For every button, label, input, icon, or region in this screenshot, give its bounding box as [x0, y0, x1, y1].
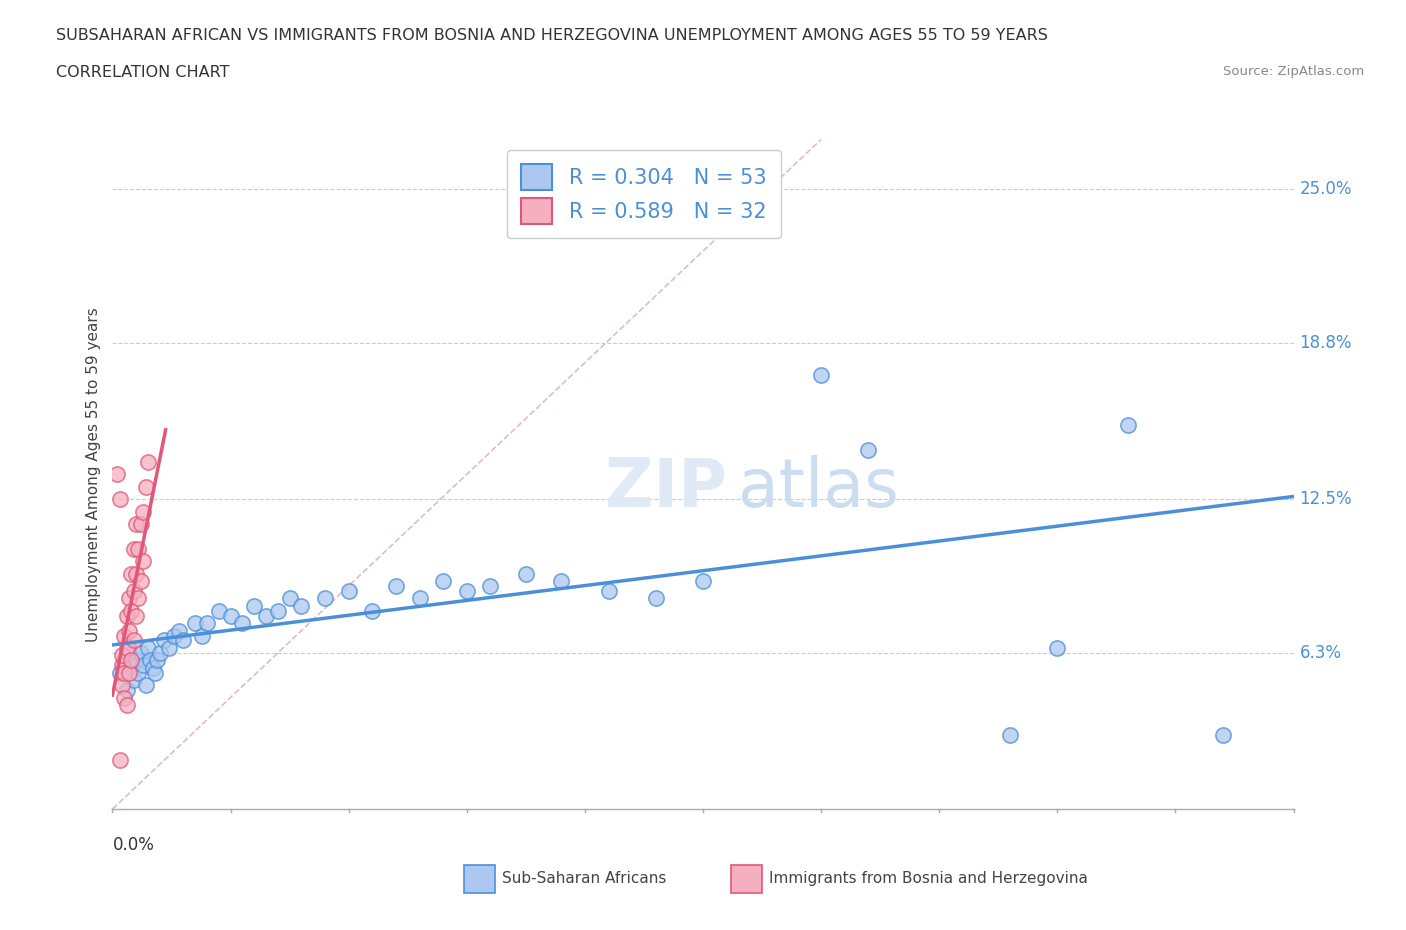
- Point: [127, 665, 149, 680]
- Point: [112, 653, 135, 668]
- Point: [132, 658, 155, 672]
- Point: [118, 641, 141, 656]
- Point: [108, 492, 131, 507]
- Text: 12.5%: 12.5%: [1299, 490, 1353, 508]
- Point: [314, 591, 336, 605]
- Point: [408, 591, 430, 605]
- Text: 18.8%: 18.8%: [1299, 334, 1353, 352]
- Text: Source: ZipAtlas.com: Source: ZipAtlas.com: [1223, 65, 1364, 78]
- Point: [644, 591, 666, 605]
- Point: [598, 583, 620, 598]
- Point: [129, 516, 152, 531]
- Point: [219, 608, 242, 623]
- Text: Immigrants from Bosnia and Herzegovina: Immigrants from Bosnia and Herzegovina: [769, 871, 1088, 886]
- Point: [998, 727, 1021, 742]
- Point: [118, 665, 141, 680]
- Point: [127, 591, 149, 605]
- Point: [135, 678, 157, 693]
- Point: [142, 660, 165, 675]
- Point: [163, 628, 186, 643]
- Point: [1046, 641, 1069, 656]
- Point: [118, 591, 141, 605]
- Point: [132, 553, 155, 568]
- Point: [515, 566, 537, 581]
- Point: [550, 574, 572, 589]
- Legend: R = 0.304   N = 53, R = 0.589   N = 32: R = 0.304 N = 53, R = 0.589 N = 32: [506, 150, 782, 238]
- Point: [858, 442, 880, 457]
- Point: [115, 641, 138, 656]
- Y-axis label: Unemployment Among Ages 55 to 59 years: Unemployment Among Ages 55 to 59 years: [86, 307, 101, 642]
- Point: [112, 628, 135, 643]
- Point: [146, 653, 169, 668]
- Point: [692, 574, 714, 589]
- Point: [432, 574, 454, 589]
- Point: [278, 591, 301, 605]
- Text: Sub-Saharan Africans: Sub-Saharan Africans: [502, 871, 666, 886]
- Point: [172, 633, 194, 648]
- Point: [115, 683, 138, 698]
- Point: [129, 574, 152, 589]
- Point: [132, 504, 155, 519]
- Point: [810, 367, 832, 382]
- Point: [122, 541, 145, 556]
- Point: [740, 211, 762, 226]
- Point: [153, 633, 176, 648]
- Point: [243, 598, 266, 613]
- Point: [115, 608, 138, 623]
- Point: [122, 583, 145, 598]
- Point: [125, 653, 148, 668]
- Text: ZIP: ZIP: [605, 455, 727, 521]
- Point: [108, 752, 131, 767]
- Point: [111, 648, 134, 663]
- Point: [122, 633, 145, 648]
- Point: [105, 467, 128, 482]
- Point: [127, 541, 149, 556]
- Point: [115, 698, 138, 712]
- Point: [120, 658, 142, 672]
- Point: [136, 641, 159, 656]
- Point: [290, 598, 312, 613]
- Text: atlas: atlas: [738, 455, 900, 521]
- Point: [191, 628, 214, 643]
- Point: [108, 665, 131, 680]
- Point: [1116, 418, 1139, 432]
- Text: 0.0%: 0.0%: [112, 836, 155, 854]
- Point: [195, 616, 218, 631]
- Point: [267, 604, 290, 618]
- Point: [112, 690, 135, 705]
- Point: [112, 665, 135, 680]
- Point: [385, 578, 408, 593]
- Point: [361, 604, 384, 618]
- Text: CORRELATION CHART: CORRELATION CHART: [56, 65, 229, 80]
- Point: [129, 645, 152, 660]
- Point: [125, 608, 148, 623]
- Point: [120, 566, 142, 581]
- Point: [120, 604, 142, 618]
- Point: [184, 616, 207, 631]
- Text: 6.3%: 6.3%: [1299, 644, 1341, 662]
- Point: [143, 665, 166, 680]
- Point: [111, 678, 134, 693]
- Point: [111, 658, 134, 672]
- Text: 25.0%: 25.0%: [1299, 180, 1353, 198]
- Point: [120, 653, 142, 668]
- Point: [118, 623, 141, 638]
- Point: [157, 641, 180, 656]
- Point: [122, 672, 145, 687]
- Point: [125, 566, 148, 581]
- Point: [167, 623, 190, 638]
- Text: SUBSAHARAN AFRICAN VS IMMIGRANTS FROM BOSNIA AND HERZEGOVINA UNEMPLOYMENT AMONG : SUBSAHARAN AFRICAN VS IMMIGRANTS FROM BO…: [56, 28, 1047, 43]
- Point: [139, 653, 162, 668]
- Point: [135, 479, 157, 494]
- Point: [337, 583, 360, 598]
- Point: [479, 578, 502, 593]
- Point: [456, 583, 478, 598]
- Point: [125, 516, 148, 531]
- Point: [254, 608, 277, 623]
- Point: [208, 604, 231, 618]
- Point: [149, 645, 172, 660]
- Point: [1212, 727, 1234, 742]
- Point: [231, 616, 253, 631]
- Point: [136, 455, 159, 470]
